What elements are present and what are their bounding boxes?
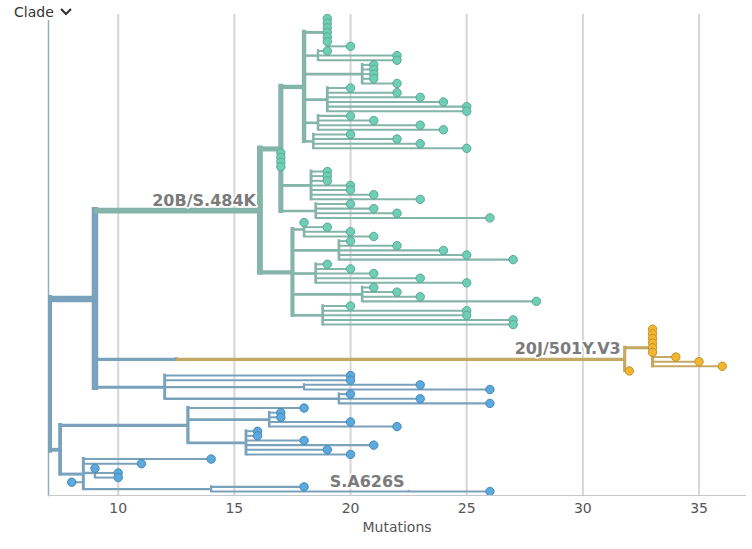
svg-text:25: 25 xyxy=(458,500,476,516)
svg-text:S.A626S: S.A626S xyxy=(330,472,405,491)
svg-text:15: 15 xyxy=(225,500,243,516)
svg-text:20: 20 xyxy=(342,500,360,516)
svg-text:20J/501Y.V3: 20J/501Y.V3 xyxy=(515,339,621,358)
svg-text:Mutations: Mutations xyxy=(362,519,431,535)
svg-text:35: 35 xyxy=(690,500,708,516)
svg-text:20B/S.484K: 20B/S.484K xyxy=(152,191,256,210)
html-text:Clade: Clade xyxy=(14,4,54,20)
svg-text:30: 30 xyxy=(574,500,592,516)
svg-text:10: 10 xyxy=(109,500,127,516)
